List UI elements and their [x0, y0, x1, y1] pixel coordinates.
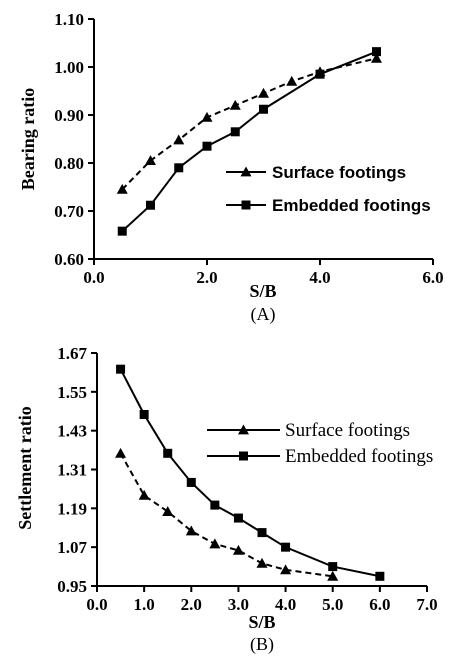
triangle-marker	[201, 111, 213, 122]
series-line	[119, 368, 381, 578]
square-marker	[239, 451, 248, 461]
square-marker	[146, 200, 155, 210]
square-marker	[230, 127, 240, 137]
y-tick-label: 0.70	[54, 202, 84, 221]
triangle-marker	[240, 166, 252, 177]
y-tick-label: 1.43	[57, 422, 87, 441]
x-tick-label: 5.0	[322, 595, 343, 614]
triangle-marker	[327, 570, 339, 581]
square-marker	[163, 448, 173, 458]
y-axis-label: Bearing ratio	[18, 88, 38, 190]
square-marker	[259, 104, 268, 114]
x-tick-label: 3.0	[228, 595, 249, 614]
triangle-marker	[209, 538, 221, 549]
triangle-marker	[138, 489, 150, 500]
panel-label: (A)	[251, 304, 276, 325]
y-tick-label: 1.07	[57, 538, 87, 557]
y-tick-label: 0.90	[54, 106, 84, 125]
x-tick-label: 6.0	[422, 268, 443, 287]
square-marker	[139, 409, 149, 419]
x-tick-label: 4.0	[309, 268, 330, 287]
x-tick-label: 0.0	[83, 268, 104, 287]
triangle-marker	[145, 155, 156, 165]
legend-entry: Surface footings	[285, 420, 410, 441]
triangle-marker	[162, 506, 174, 516]
triangle-marker	[286, 75, 298, 86]
x-tick-label: 4.0	[275, 595, 296, 614]
square-marker	[372, 47, 381, 57]
y-tick-label: 1.67	[57, 344, 87, 363]
series-square	[117, 47, 381, 236]
square-marker	[116, 364, 126, 374]
x-tick-label: 2.0	[181, 595, 202, 614]
triangle-marker	[256, 557, 268, 568]
y-tick-label: 1.55	[57, 383, 87, 402]
y-tick-label: 1.10	[54, 10, 84, 29]
y-axis-label: Settlement ratio	[15, 406, 35, 529]
square-marker	[210, 500, 220, 510]
square-marker	[328, 562, 338, 572]
square-marker	[281, 542, 291, 552]
triangle-marker	[229, 99, 241, 110]
triangle-marker	[280, 564, 292, 575]
square-marker	[241, 200, 251, 210]
y-tick-label: 1.31	[57, 461, 87, 480]
series-triangle	[116, 52, 382, 194]
triangle-marker	[232, 544, 244, 555]
square-marker	[202, 141, 212, 151]
legend-entry: Embedded footings	[285, 446, 433, 467]
square-marker	[174, 163, 184, 173]
x-tick-label: 1.0	[134, 595, 155, 614]
series-line	[119, 452, 333, 578]
square-marker	[315, 69, 325, 79]
x-tick-label: 6.0	[369, 595, 390, 614]
square-marker	[375, 571, 385, 581]
triangle-marker	[258, 87, 269, 98]
x-tick-label: 0.0	[86, 595, 107, 614]
square-marker	[117, 226, 127, 236]
triangle-marker	[173, 134, 185, 145]
x-axis-label: S/B	[248, 612, 275, 632]
triangle-marker	[238, 424, 249, 435]
x-tick-label: 7.0	[416, 595, 437, 614]
y-tick-label: 0.80	[54, 154, 84, 173]
legend: Surface footings Embedded footings	[226, 163, 431, 215]
chart-panel-1: 0.60 0.70 0.80 0.90 1.00 1.10 0.0 2.0 4.0 6.0 Bear…	[18, 10, 444, 325]
y-tick-label: 1.19	[57, 499, 87, 518]
legend-entry: Embedded footings	[272, 196, 431, 215]
square-marker	[233, 513, 243, 523]
series-line	[121, 50, 377, 232]
legend-entry: Surface footings	[272, 163, 406, 182]
legend: Surface footings Embedded footings	[207, 420, 433, 467]
square-marker	[186, 477, 196, 487]
triangle-marker	[116, 183, 128, 194]
square-marker	[257, 528, 267, 538]
x-tick-label: 2.0	[196, 268, 217, 287]
series-square	[116, 364, 385, 581]
chart-panel-2: 0.95 1.07 1.19 1.31 1.43 1.55 1.67 0.0 1.0 2.0 3.0…	[15, 344, 438, 655]
y-tick-label: 1.00	[54, 58, 84, 77]
triangle-marker	[371, 52, 382, 63]
series-triangle	[115, 447, 339, 581]
y-tick-label: 0.60	[54, 250, 84, 269]
panel-label: (B)	[250, 634, 274, 655]
y-tick-label: 0.95	[57, 577, 87, 596]
triangle-marker	[115, 447, 127, 458]
x-axis-label: S/B	[249, 281, 276, 301]
triangle-marker	[185, 525, 197, 536]
